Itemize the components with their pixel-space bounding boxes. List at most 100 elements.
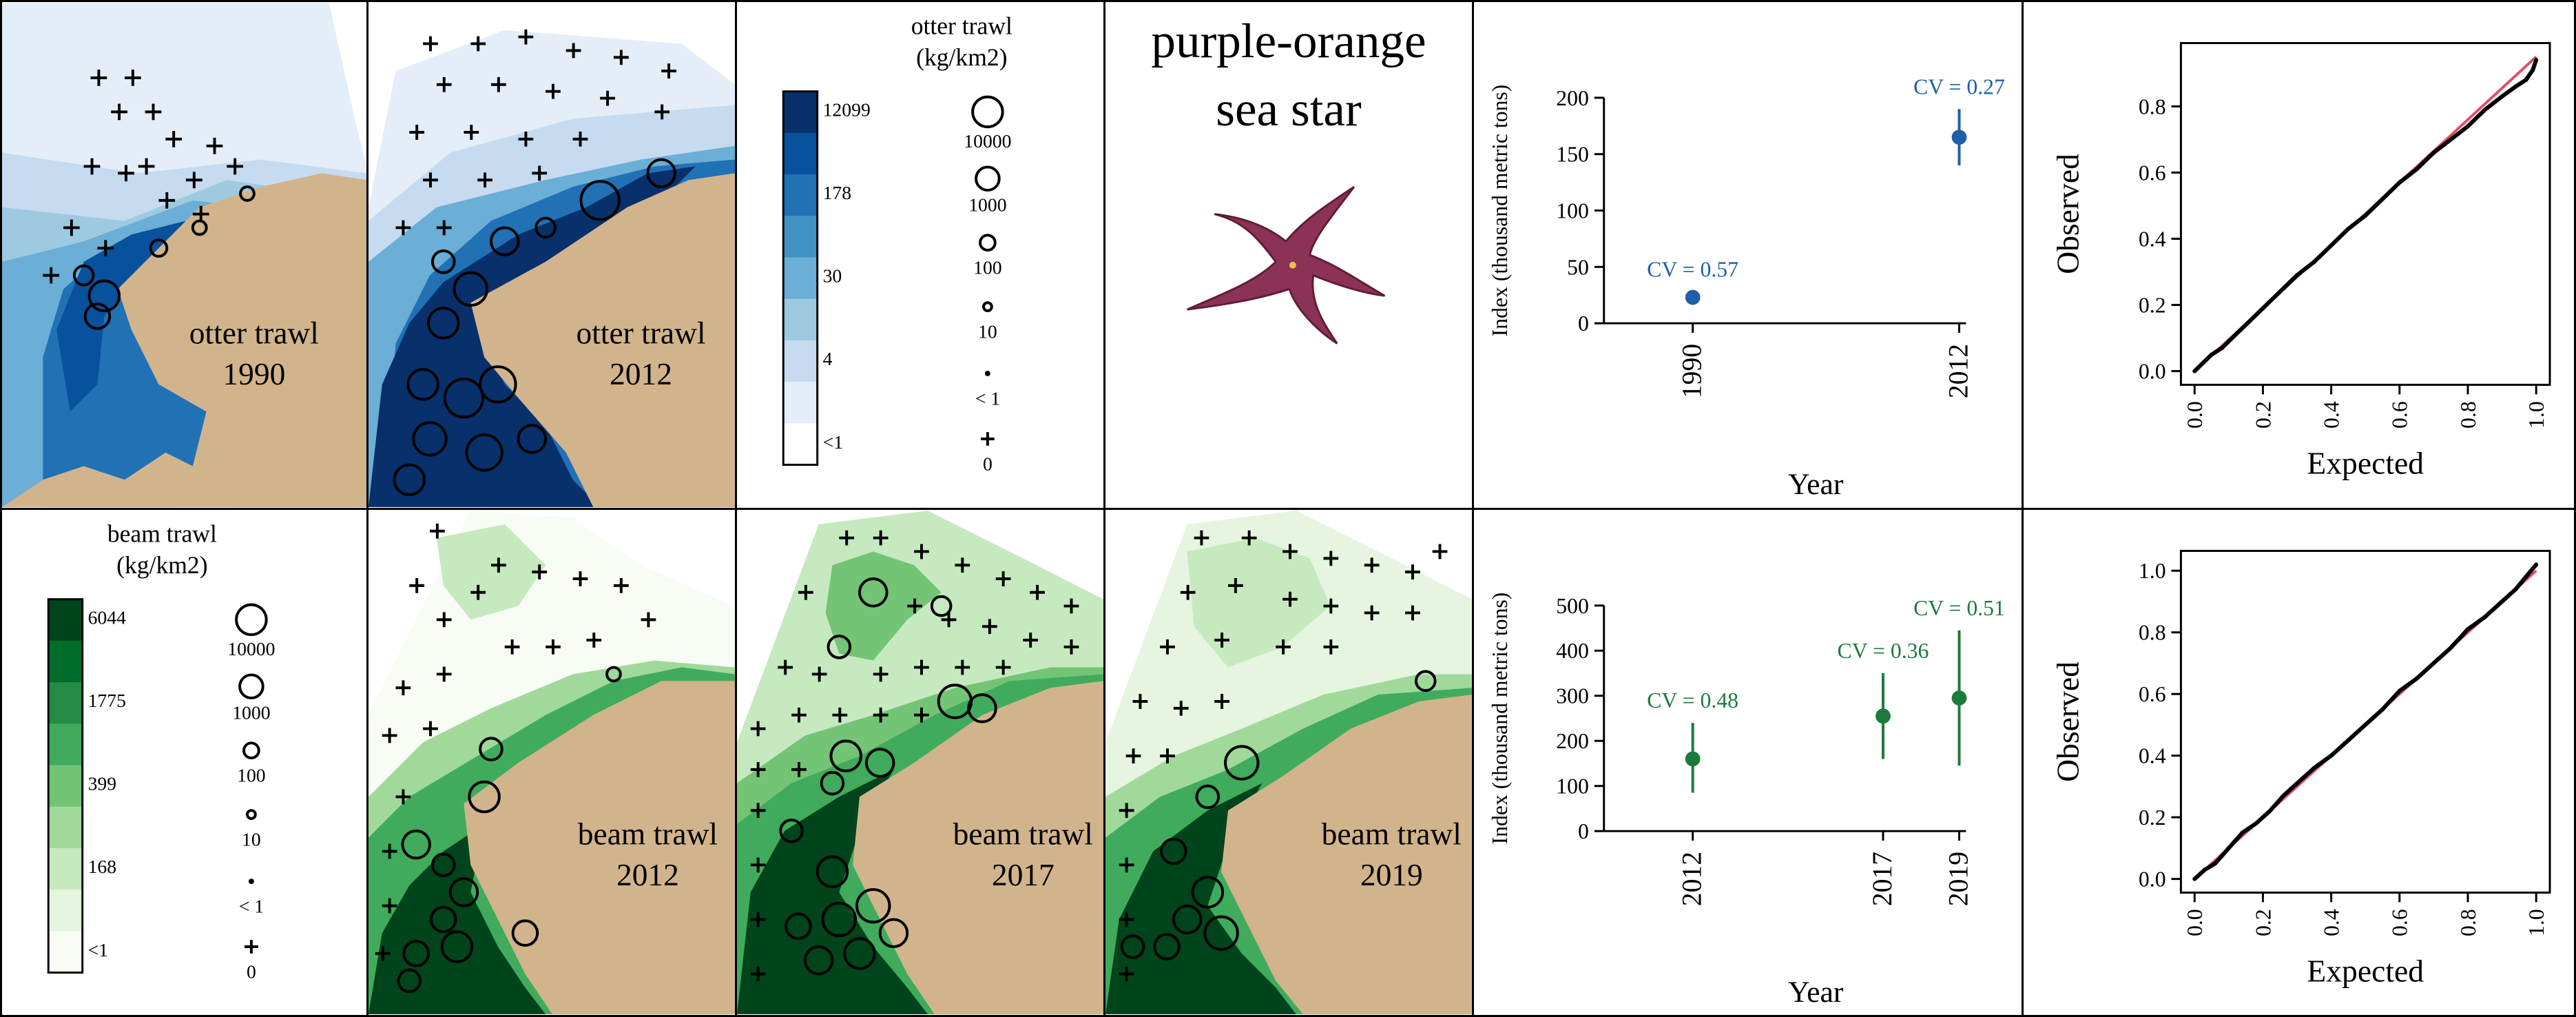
quantile-point <box>2329 243 2334 248</box>
colorbar-segment <box>48 765 83 808</box>
map-beam-2017-gear: beam trawl <box>953 816 1093 852</box>
data-point <box>1951 130 1967 145</box>
quantile-point <box>2247 319 2252 324</box>
x-tick-label: 2012 <box>1677 852 1707 906</box>
y-tick-label: 0.2 <box>2139 293 2166 317</box>
legend-otter-bubble-label: 1000 <box>968 194 1006 216</box>
x-tick-label: 1.0 <box>2524 401 2548 429</box>
index-plot-beam-svg: 0 100 200 300 400 500 2012 CV = 0.48 2017 CV = 0.… <box>1488 593 2005 1009</box>
quantile-point <box>2295 781 2299 785</box>
bubble-100 <box>979 234 997 252</box>
index-plot-otter-svg: 0 50 100 150 200 1990 CV = 0.57 2012 CV = 0.27 In… <box>1488 74 2005 501</box>
colorbar-segment <box>48 931 83 974</box>
quantile-point <box>2524 575 2528 579</box>
bubble-zero-cross <box>245 940 258 954</box>
quantile-point <box>2466 124 2470 129</box>
legend-otter-tick: 178 <box>823 182 852 203</box>
colorbar-segment <box>783 257 818 300</box>
y-tick-label: 0 <box>1578 311 1589 336</box>
map-otter-1990-svg: otter trawl 1990 <box>2 3 366 507</box>
y-tick-label: 50 <box>1567 255 1589 279</box>
legend-beam-tick: 399 <box>88 773 117 794</box>
map-beam-2017-year: 2017 <box>992 857 1055 892</box>
y-tick-label: 200 <box>1556 729 1589 753</box>
legend-beam-bubble-label: 10 <box>242 829 261 850</box>
map-beam-2012-year: 2012 <box>616 857 679 892</box>
map-beam-2012: beam trawl 2012 <box>366 508 737 1017</box>
bubble-100 <box>242 741 260 760</box>
legend-otter-colorbar <box>783 91 818 466</box>
quantile-point <box>2534 58 2539 63</box>
quantile-point <box>2534 562 2539 567</box>
x-axis-label: Year <box>1788 468 1844 501</box>
quantile-point <box>2226 845 2231 850</box>
quantile-point <box>2380 196 2385 201</box>
legend-beam-bubble-label: 0 <box>247 960 256 982</box>
quantile-point <box>2281 793 2286 798</box>
quantile-point <box>2254 821 2258 826</box>
legend-beam-bubble-label: < 1 <box>239 896 264 917</box>
plot-frame <box>2179 550 2551 894</box>
legend-beam-colorbar <box>48 599 83 974</box>
bubble-10000 <box>971 95 1004 129</box>
quantile-point <box>2363 722 2368 727</box>
map-otter-1990: otter trawl 1990 <box>0 0 368 510</box>
bubble-1000 <box>975 165 1001 192</box>
bubble-10 <box>981 301 993 313</box>
legend-otter-bubble-label: 10 <box>978 321 997 342</box>
quantile-point <box>2500 94 2504 99</box>
y-axis-label: Observed <box>2050 661 2086 782</box>
y-tick-label: 200 <box>1556 86 1589 110</box>
legend-beam-tick: 1775 <box>88 690 126 711</box>
quantile-point <box>2213 861 2217 866</box>
map-otter-1990-gear: otter trawl <box>189 316 319 351</box>
x-tick-label: 0.6 <box>2388 909 2412 936</box>
y-tick-label: 500 <box>1556 594 1589 618</box>
species-panel: purple-orange sea star <box>1103 0 1474 510</box>
cv-label: CV = 0.36 <box>1838 639 1929 663</box>
y-tick-label: 0.8 <box>2139 621 2166 645</box>
legend-beam-bubble-label: 100 <box>237 765 266 786</box>
map-otter-2012-gear: otter trawl <box>576 316 705 351</box>
quantile-point <box>2414 167 2419 172</box>
colorbar-segment <box>48 847 83 890</box>
legend-beam-bubble-label: 1000 <box>232 702 270 723</box>
legend-otter-bubble-label: < 1 <box>975 388 1000 409</box>
quantile-point <box>2431 150 2436 155</box>
colorbar-segment <box>783 340 818 382</box>
x-axis-label: Expected <box>2307 953 2424 988</box>
colorbar-segment <box>783 174 818 216</box>
y-tick-label: 100 <box>1556 198 1589 223</box>
data-point <box>1685 751 1701 767</box>
plot-frame <box>2179 42 2551 386</box>
x-tick-label: 2012 <box>1943 344 1973 398</box>
y-tick-label: 0.2 <box>2139 805 2166 830</box>
quantile-point <box>2240 830 2245 835</box>
y-axis-label: Index (thousand metric tons) <box>1488 85 1512 337</box>
x-tick-label: 1990 <box>1677 344 1707 398</box>
bubble-1000 <box>238 673 264 700</box>
x-tick-label: 2019 <box>1943 852 1973 906</box>
legend-otter-tick: 4 <box>823 348 833 369</box>
legend-beam-title-1: beam trawl <box>107 520 217 548</box>
quantile-point <box>2482 107 2487 112</box>
y-tick-label: 0.0 <box>2139 360 2166 384</box>
colorbar-segment <box>48 723 83 766</box>
quantile-point <box>2210 352 2214 357</box>
bubble-10000 <box>235 603 268 637</box>
y-tick-label: 100 <box>1556 774 1589 799</box>
colorbar-segment <box>48 599 83 641</box>
quantile-point <box>2261 306 2265 311</box>
species-name-line1: purple-orange <box>1151 14 1426 68</box>
quantile-point <box>2203 867 2208 872</box>
quantile-point <box>2513 84 2518 89</box>
legend-otter-tick: <1 <box>823 431 843 453</box>
x-tick-label: 0.8 <box>2456 401 2480 429</box>
legend-otter-bubble-label: 0 <box>983 453 993 474</box>
x-tick-label: 0.0 <box>2183 909 2207 936</box>
map-otter-2012-year: 2012 <box>610 356 672 391</box>
map-beam-2017: beam trawl 2017 <box>735 508 1105 1017</box>
quantile-point <box>2449 646 2453 650</box>
x-tick-label: 0.4 <box>2320 909 2344 936</box>
quantile-point <box>2397 180 2402 185</box>
